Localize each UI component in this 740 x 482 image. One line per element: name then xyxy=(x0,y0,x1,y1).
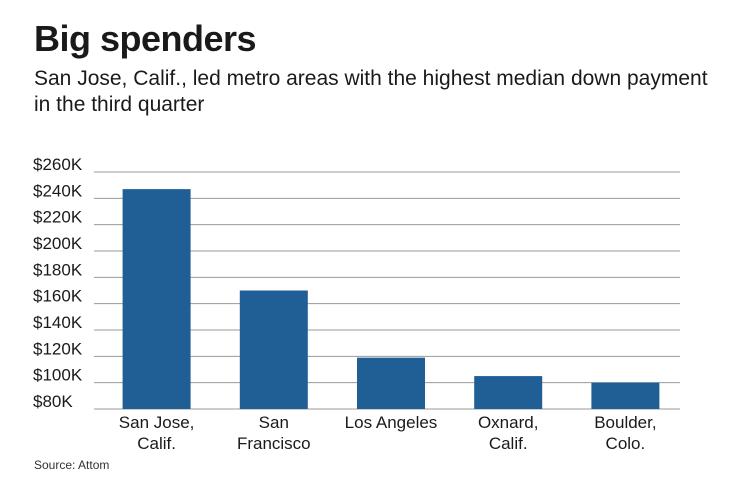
x-category-label: Boulder, Colo. xyxy=(594,413,656,453)
x-category-label-line: San Jose, xyxy=(119,413,195,432)
y-tick-label: $260K xyxy=(33,155,83,174)
y-tick-label: $180K xyxy=(33,260,83,279)
x-category-label-line: Colo. xyxy=(606,434,646,453)
y-tick-label: $120K xyxy=(33,339,83,358)
bar xyxy=(122,189,191,409)
bar xyxy=(239,290,308,409)
y-tick-label: $160K xyxy=(33,287,83,306)
bar xyxy=(591,382,660,409)
x-category-label-line: Calif. xyxy=(489,434,528,453)
y-tick-label: $240K xyxy=(33,181,83,200)
y-tick-label: $80K xyxy=(33,392,73,411)
y-axis-ticks: $80K $100K $120K $140K $160K $180K $200K $220K $… xyxy=(33,155,83,411)
x-axis-labels: San Jose, Calif. San Francisco Los Angeles Ox… xyxy=(119,413,657,453)
y-tick-label: $200K xyxy=(33,234,83,253)
x-category-label-line: Calif. xyxy=(137,434,176,453)
gridlines xyxy=(94,171,680,410)
y-tick-label: $140K xyxy=(33,313,83,332)
x-category-label: Oxnard, Calif. xyxy=(478,413,538,453)
x-category-label-line: Los Angeles xyxy=(345,413,438,432)
chart-subtitle: San Jose, Calif., led metro areas with t… xyxy=(34,67,708,116)
chart-title: Big spenders xyxy=(34,18,257,59)
y-tick-label: $100K xyxy=(33,366,83,385)
bar xyxy=(357,357,425,409)
source-note: Source: Attom xyxy=(34,458,110,472)
x-category-label-line: Oxnard, xyxy=(478,413,538,432)
x-category-label-line: Francisco xyxy=(237,434,311,453)
x-category-label: San Francisco xyxy=(237,413,311,453)
y-tick-label: $220K xyxy=(33,208,83,227)
bar xyxy=(474,376,543,409)
x-category-label: Los Angeles xyxy=(345,413,438,432)
x-category-label-line: San xyxy=(259,413,289,432)
bars xyxy=(122,189,660,409)
x-category-label-line: Boulder, xyxy=(594,413,656,432)
x-category-label: San Jose, Calif. xyxy=(119,413,195,453)
